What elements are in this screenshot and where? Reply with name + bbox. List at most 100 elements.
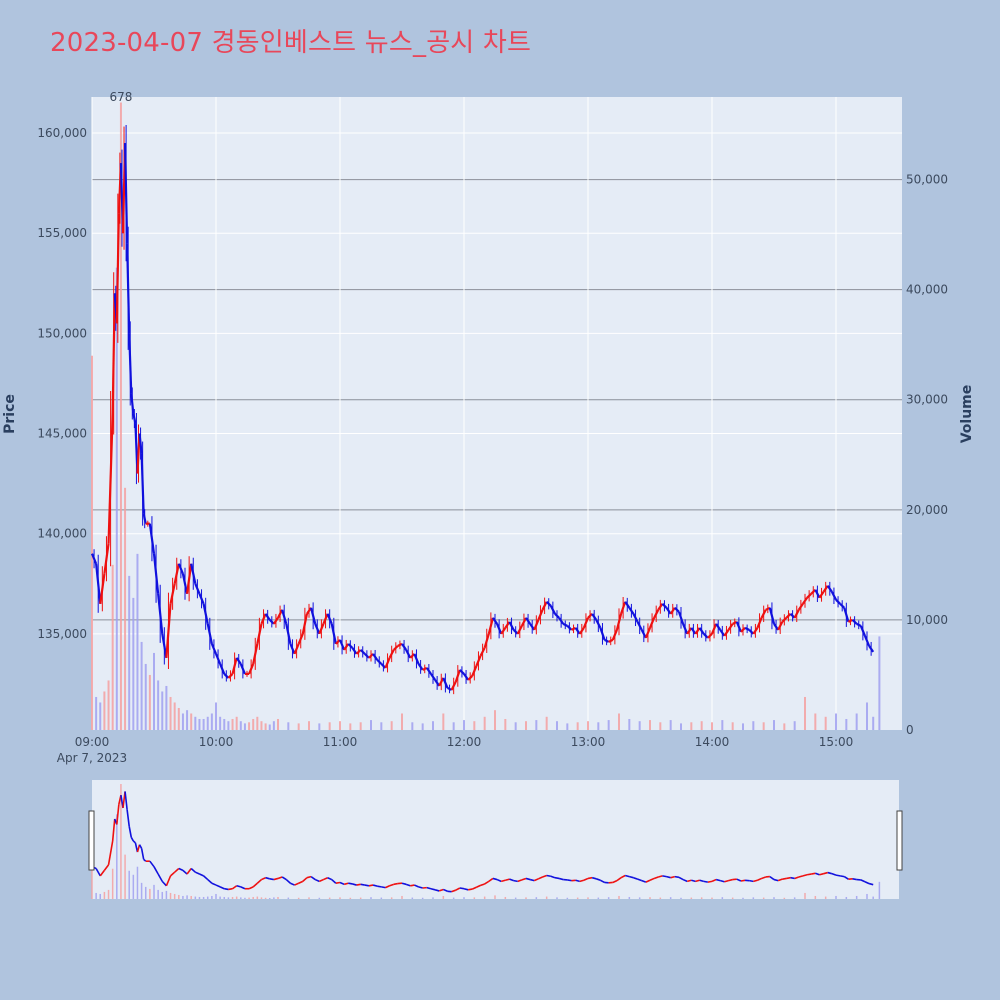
mini-price-segment: [476, 884, 481, 888]
mini-volume-bar: [140, 882, 143, 899]
mini-volume-bar: [116, 814, 118, 899]
mini-volume-bar: [452, 897, 455, 899]
mini-price-segment: [372, 884, 378, 887]
mini-price-segment: [348, 882, 353, 885]
mini-price-segment: [600, 879, 605, 884]
mini-price-segment: [794, 876, 800, 880]
volume-bar: [132, 597, 135, 730]
volume-bar: [177, 707, 180, 730]
volume-bar: [328, 722, 331, 730]
volume-bar: [256, 716, 259, 730]
mini-price-segment: [99, 869, 106, 877]
volume-bar: [835, 713, 837, 730]
mini-price-segment: [298, 880, 304, 884]
volume-bar: [380, 722, 383, 730]
mini-price-segment: [736, 878, 742, 882]
mini-volume-bar: [855, 895, 858, 899]
volume-tick-label: 50,000: [906, 173, 948, 187]
volume-bar: [866, 702, 868, 730]
mini-price-segment: [343, 882, 349, 886]
range-slider-right-handle[interactable]: [896, 810, 903, 871]
mini-volume-bar: [783, 897, 786, 899]
mini-volume-bar: [483, 896, 486, 899]
mini-price-segment: [364, 884, 370, 887]
mini-price-segment: [132, 840, 136, 844]
mini-price-segment: [149, 860, 155, 868]
mini-price-segment: [711, 878, 717, 883]
volume-bar: [618, 713, 620, 730]
mini-price-segment: [451, 889, 457, 893]
time-tick-label: 13:00: [571, 735, 606, 749]
volume-bar: [95, 696, 98, 730]
mini-volume-bar: [128, 870, 130, 899]
mini-price-segment: [538, 876, 543, 880]
mini-price-segment: [509, 878, 514, 882]
mini-price-segment: [140, 848, 145, 860]
mini-volume-bar: [173, 893, 176, 899]
mini-price-segment: [331, 878, 337, 884]
mini-volume-bar: [235, 896, 238, 899]
mini-price-segment: [314, 878, 320, 883]
mini-price-segment: [161, 880, 167, 887]
mini-price-segment: [459, 887, 465, 890]
mini-price-segment: [658, 875, 663, 878]
volume-bars: [91, 102, 881, 731]
mini-volume-bar: [793, 897, 796, 899]
mini-volume-bar: [297, 897, 300, 899]
volume-bar: [731, 722, 734, 730]
mini-price-segment: [277, 876, 283, 880]
mini-price-segment: [401, 882, 407, 886]
mini-volume-bar: [252, 896, 254, 899]
volume-bar: [318, 723, 321, 730]
mini-price-segment: [517, 879, 523, 883]
mini-price-segment: [174, 867, 180, 873]
mini-volume-bar: [872, 896, 874, 899]
volume-bar: [124, 487, 127, 730]
mini-volume-bar: [240, 897, 242, 899]
mini-volume-bar: [198, 896, 201, 899]
volume-bar: [421, 723, 424, 730]
mini-price-segment: [575, 879, 580, 883]
mini-volume-bar: [359, 897, 362, 899]
mini-price-segment: [637, 878, 643, 882]
volume-bar: [277, 718, 279, 730]
mini-volume-bar: [773, 897, 775, 899]
mini-price-segment: [484, 880, 490, 885]
volume-bar: [690, 722, 693, 730]
volume-tick-label: 0: [906, 723, 914, 737]
volume-bar: [514, 722, 517, 730]
mini-volume-bar: [411, 897, 414, 899]
mini-price-segment: [107, 840, 114, 865]
mini-price-segment: [843, 875, 849, 880]
volume-bar: [535, 720, 538, 730]
mini-volume-bar: [669, 897, 672, 899]
mini-volume-bar: [349, 897, 352, 899]
volume-bar: [442, 713, 445, 730]
mini-price-segment: [583, 877, 589, 882]
mini-price-segment: [368, 884, 374, 887]
volume-tick-label: 10,000: [906, 613, 948, 627]
mini-price-segment: [831, 872, 837, 876]
time-tick-label: 09:00: [75, 735, 110, 749]
volume-bar: [186, 710, 189, 730]
mini-price-segment: [670, 875, 676, 879]
mini-volume-bar: [103, 891, 106, 899]
time-tick-label: 12:00: [447, 735, 482, 749]
price-candles: [90, 125, 875, 695]
mini-volume-bar: [260, 897, 263, 899]
mini-price-segment: [773, 878, 779, 882]
mini-price-segment: [488, 877, 494, 883]
volume-bar: [359, 722, 362, 730]
mini-volume-bar: [107, 889, 110, 899]
volume-bar: [239, 721, 242, 730]
range-slider-left-handle[interactable]: [88, 810, 95, 871]
volume-bar: [824, 716, 827, 730]
mini-volume-bar: [473, 897, 476, 899]
mini-price-segment: [207, 878, 213, 884]
plot-area: [92, 97, 902, 730]
mini-volume-bar: [804, 892, 806, 899]
mini-volume-bar: [149, 888, 151, 899]
time-tick-label: 11:00: [323, 735, 358, 749]
mini-price-segment: [103, 864, 110, 871]
mini-price-segment: [467, 888, 473, 891]
